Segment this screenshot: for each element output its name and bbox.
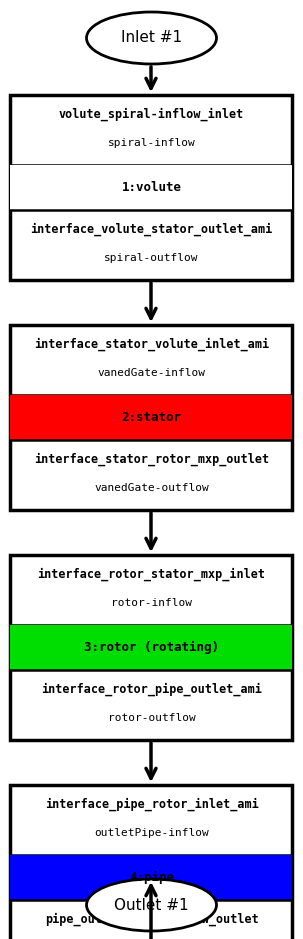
FancyBboxPatch shape: [10, 395, 292, 439]
Text: spiral-inflow: spiral-inflow: [108, 138, 195, 147]
FancyBboxPatch shape: [10, 555, 292, 740]
FancyBboxPatch shape: [10, 325, 292, 510]
Text: Outlet #1: Outlet #1: [114, 898, 189, 913]
Ellipse shape: [86, 879, 217, 931]
Text: outletPipe-inflow: outletPipe-inflow: [94, 828, 209, 838]
Text: vanedGate-inflow: vanedGate-inflow: [98, 368, 205, 377]
Text: 2:stator: 2:stator: [122, 411, 181, 424]
Text: rotor-inflow: rotor-inflow: [111, 598, 192, 608]
Text: interface_pipe_rotor_inlet_ami: interface_pipe_rotor_inlet_ami: [45, 798, 258, 811]
Text: Inlet #1: Inlet #1: [121, 30, 182, 45]
FancyBboxPatch shape: [10, 785, 292, 939]
Ellipse shape: [86, 12, 217, 64]
Text: 4:pipe: 4:pipe: [129, 871, 174, 884]
Text: spiral-outflow: spiral-outflow: [104, 253, 199, 263]
FancyBboxPatch shape: [10, 165, 292, 209]
Text: interface_volute_stator_outlet_ami: interface_volute_stator_outlet_ami: [30, 223, 273, 236]
Text: interface_rotor_pipe_outlet_ami: interface_rotor_pipe_outlet_ami: [41, 683, 262, 696]
FancyBboxPatch shape: [10, 625, 292, 670]
Text: rotor-outflow: rotor-outflow: [108, 713, 195, 722]
Text: 3:rotor (rotating): 3:rotor (rotating): [84, 641, 219, 654]
Text: volute_spiral-inflow_inlet: volute_spiral-inflow_inlet: [59, 108, 244, 121]
Text: interface_stator_rotor_mxp_outlet: interface_stator_rotor_mxp_outlet: [34, 453, 269, 466]
FancyBboxPatch shape: [10, 855, 292, 900]
Text: pipe_outletPipe-outflow_outlet: pipe_outletPipe-outflow_outlet: [45, 913, 258, 926]
Text: 1:volute: 1:volute: [122, 181, 181, 194]
Text: vanedGate-outflow: vanedGate-outflow: [94, 483, 209, 492]
Text: interface_stator_volute_inlet_ami: interface_stator_volute_inlet_ami: [34, 338, 269, 351]
Text: interface_rotor_stator_mxp_inlet: interface_rotor_stator_mxp_inlet: [38, 568, 265, 581]
FancyBboxPatch shape: [10, 95, 292, 280]
